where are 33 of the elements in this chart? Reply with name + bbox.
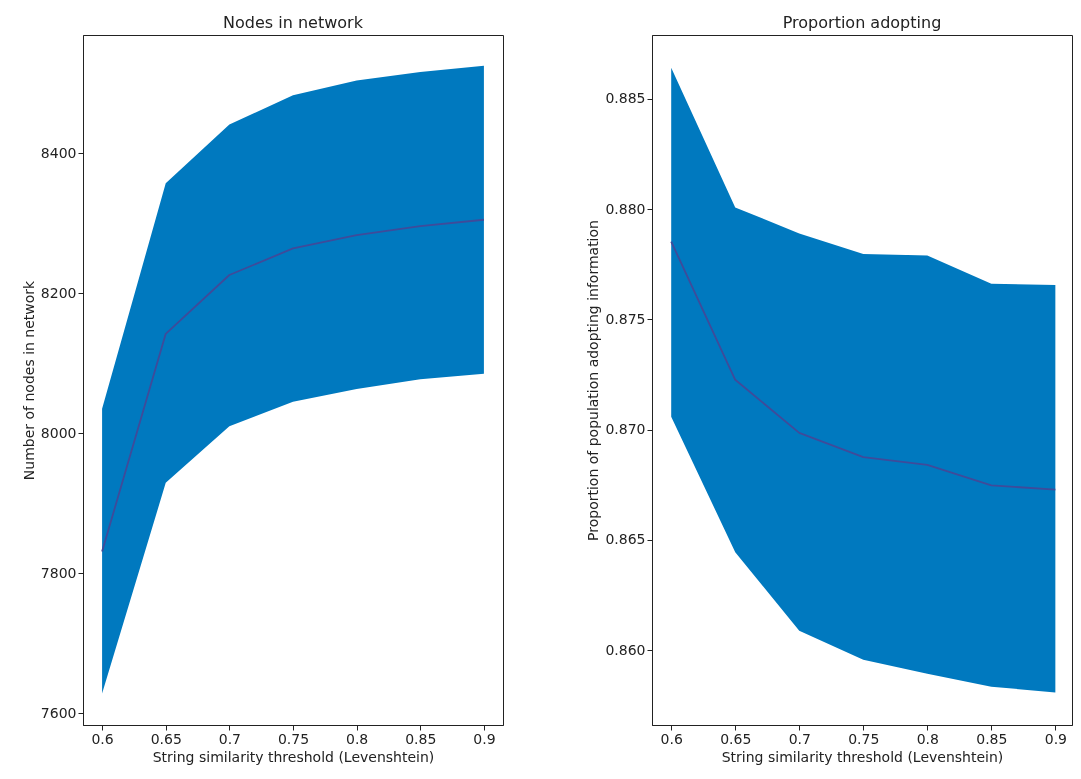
- x-tick-label: 0.65: [720, 730, 752, 747]
- y-tick-label: 8400: [40, 144, 77, 161]
- x-tick-label: 0.8: [346, 730, 369, 747]
- chart-title: Proportion adopting: [782, 13, 942, 32]
- y-tick-label: 8000: [40, 424, 77, 441]
- x-tick-label: 0.85: [405, 730, 437, 747]
- x-tick-label: 0.7: [218, 730, 241, 747]
- y-axis-title: Number of nodes in network: [20, 279, 37, 481]
- x-tick-label: 0.9: [473, 730, 496, 747]
- x-tick-label: 0.65: [150, 730, 182, 747]
- x-tick-label: 0.7: [788, 730, 811, 747]
- x-tick-label: 0.85: [976, 730, 1008, 747]
- x-tick-label: 0.9: [1044, 730, 1067, 747]
- x-tick-label: 0.6: [91, 730, 114, 747]
- x-tick-label: 0.8: [916, 730, 939, 747]
- x-tick-label: 0.6: [660, 730, 683, 747]
- y-tick-label: 7800: [40, 564, 77, 581]
- x-axis-title: String similarity threshold (Levenshtein): [721, 748, 1004, 765]
- line-series: [670, 240, 1057, 491]
- y-tick-label: 0.870: [605, 421, 646, 438]
- y-tick-label: 0.875: [605, 310, 646, 327]
- y-tick-label: 0.865: [605, 531, 646, 548]
- y-axis-title: Proportion of population adopting information: [585, 220, 602, 541]
- y-tick-label: 0.885: [605, 90, 646, 107]
- chart-title: Nodes in network: [223, 13, 364, 32]
- y-tick-label: 7600: [40, 704, 77, 721]
- y-tick-label: 8200: [40, 284, 77, 301]
- x-axis-title: String similarity threshold (Levenshtein): [152, 748, 435, 765]
- line-series: [101, 218, 485, 553]
- y-tick-label: 0.860: [605, 641, 646, 658]
- y-tick-label: 0.880: [605, 200, 646, 217]
- x-tick-label: 0.75: [277, 730, 310, 747]
- x-tick-label: 0.75: [848, 730, 880, 747]
